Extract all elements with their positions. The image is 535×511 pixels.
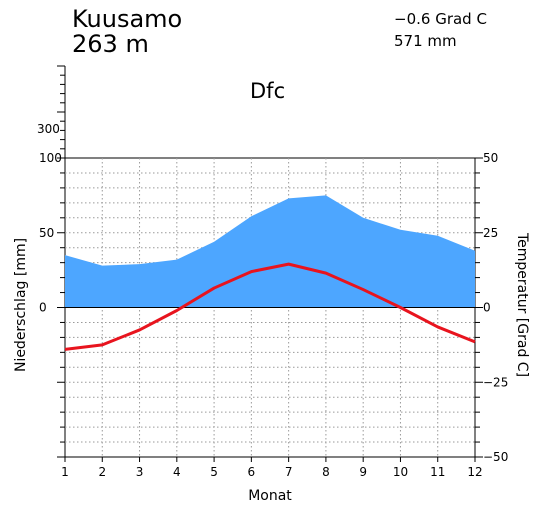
x-tick-label: 4 bbox=[173, 465, 181, 479]
x-axis-title: Monat bbox=[248, 488, 292, 504]
mean-temperature: −0.6 Grad C bbox=[394, 10, 487, 28]
x-tick-label: 9 bbox=[359, 465, 367, 479]
x-tick-label: 2 bbox=[98, 465, 106, 479]
x-tick-label: 5 bbox=[210, 465, 218, 479]
right-axis-title: Temperatur [Grad C] bbox=[514, 232, 530, 377]
left-axis-title: Niederschlag [mm] bbox=[13, 238, 29, 372]
x-tick-label: 11 bbox=[430, 465, 445, 479]
right-tick-label: −25 bbox=[483, 375, 508, 389]
x-tick-label: 8 bbox=[322, 465, 330, 479]
right-tick-label: 0 bbox=[483, 301, 491, 315]
x-tick-label: 10 bbox=[393, 465, 408, 479]
station-name: Kuusamo bbox=[72, 5, 183, 33]
station-elevation: 263 m bbox=[72, 30, 149, 58]
right-tick-label: 50 bbox=[483, 151, 498, 165]
left-tick-label: 0 bbox=[39, 301, 47, 315]
climate-classification: Dfc bbox=[250, 79, 286, 103]
right-tick-label: −50 bbox=[483, 450, 508, 464]
right-axis-ticks bbox=[475, 157, 483, 458]
x-tick-label: 7 bbox=[285, 465, 293, 479]
left-axis-ticks bbox=[57, 157, 65, 458]
left-tick-label: 50 bbox=[39, 226, 54, 240]
upper-tick-label: 300 bbox=[37, 122, 60, 136]
x-tick-label: 3 bbox=[136, 465, 144, 479]
x-tick-label: 1 bbox=[61, 465, 69, 479]
temperature-line bbox=[64, 262, 476, 351]
left-tick-label: 100 bbox=[39, 151, 62, 165]
right-tick-label: 25 bbox=[483, 226, 498, 240]
annual-precipitation: 571 mm bbox=[394, 32, 457, 50]
precipitation-area bbox=[65, 195, 475, 308]
x-tick-label: 12 bbox=[467, 465, 482, 479]
x-tick-label: 6 bbox=[248, 465, 256, 479]
